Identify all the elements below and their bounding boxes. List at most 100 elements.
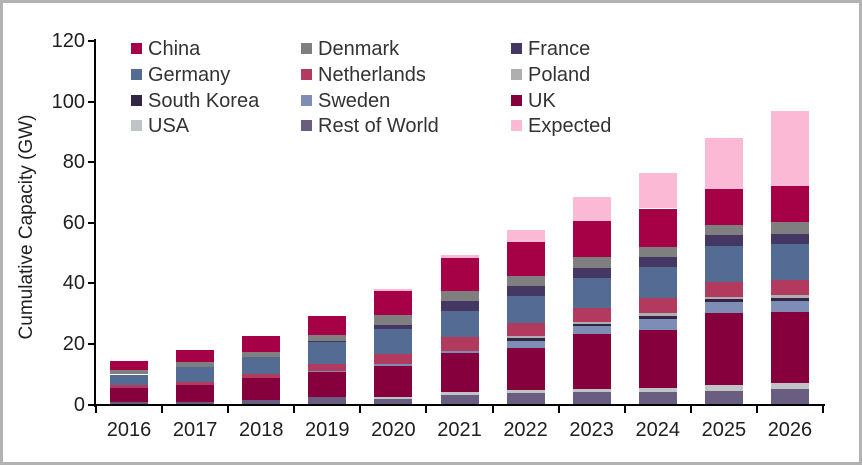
bar-segment-2016-uk <box>110 387 149 403</box>
y-tick-20 <box>88 342 95 345</box>
bar-segment-2026-china <box>770 186 809 223</box>
y-tick-label-100: 100 <box>51 90 85 113</box>
bar-segment-2017-denmark <box>176 362 215 367</box>
bar-segment-2020-sweden <box>374 364 413 367</box>
x-tick-5 <box>425 405 428 413</box>
bar-segment-2025-china <box>704 188 743 225</box>
legend-swatch-china <box>131 43 142 54</box>
bar-segment-2024-netherlands <box>638 298 677 314</box>
legend-label-south-korea: South Korea <box>148 90 260 112</box>
x-tick-7 <box>557 405 560 413</box>
bar-segment-2021-rest-of-world <box>440 394 479 405</box>
bar-segment-2021-usa <box>440 392 479 395</box>
bar-segment-2020-usa <box>374 396 413 399</box>
bar-segment-2020-netherlands <box>374 353 413 365</box>
bar-segment-2021-china <box>440 258 479 291</box>
bar-segment-2017-uk <box>176 384 215 402</box>
bar-2018 <box>242 3 281 405</box>
bar-segment-2021-denmark <box>440 290 479 301</box>
legend-label-rest-of-world: Rest of World <box>318 115 439 137</box>
bar-segment-2026-south-korea <box>770 297 809 301</box>
legend-label-denmark: Denmark <box>318 38 400 60</box>
bar-2016 <box>110 3 149 405</box>
x-label-2025: 2025 <box>701 418 747 441</box>
bar-segment-2025-sweden <box>704 302 743 313</box>
bar-segment-2020-germany <box>374 329 413 354</box>
bar-segment-2023-china <box>572 220 611 258</box>
bar-2024 <box>638 3 677 405</box>
x-label-2024: 2024 <box>635 418 681 441</box>
bar-segment-2023-rest-of-world <box>572 392 611 405</box>
bar-2022 <box>506 3 545 405</box>
bar-segment-2019-denmark <box>308 335 347 341</box>
bar-segment-2022-denmark <box>506 275 545 286</box>
bar-segment-2022-sweden <box>506 340 545 349</box>
bar-segment-2019-china <box>308 316 347 336</box>
bar-segment-2021-expected <box>440 254 479 259</box>
legend-swatch-netherlands <box>301 69 312 80</box>
bar-segment-2016-rest-of-world <box>110 402 149 405</box>
bar-segment-2022-uk <box>506 348 545 390</box>
bar-segment-2021-netherlands <box>440 337 479 352</box>
bar-segment-2022-poland <box>506 336 545 339</box>
bar-2020 <box>374 3 413 405</box>
y-tick-40 <box>88 282 95 285</box>
legend-label-uk: UK <box>528 90 556 112</box>
y-tick-label-0: 0 <box>73 393 85 416</box>
bar-segment-2018-china <box>242 336 281 353</box>
x-label-2018: 2018 <box>238 418 284 441</box>
bar-segment-2022-expected <box>506 230 545 243</box>
bar-segment-2020-denmark <box>374 315 413 325</box>
legend-swatch-south-korea <box>131 95 142 106</box>
bar-2023 <box>572 3 611 405</box>
bar-segment-2022-germany <box>506 295 545 323</box>
x-label-2020: 2020 <box>371 418 416 441</box>
bar-segment-2026-netherlands <box>770 280 809 296</box>
bar-segment-2026-sweden <box>770 300 809 313</box>
y-tick-80 <box>88 161 95 164</box>
bar-2017 <box>176 3 215 405</box>
bar-segment-2022-china <box>506 242 545 276</box>
bar-2019 <box>308 3 347 405</box>
bar-segment-2025-rest-of-world <box>704 390 743 405</box>
bar-segment-2025-denmark <box>704 224 743 236</box>
bar-segment-2018-denmark <box>242 352 281 358</box>
bar-segment-2020-expected <box>374 289 413 291</box>
bar-segment-2023-south-korea <box>572 323 611 327</box>
x-tick-8 <box>623 405 626 413</box>
bar-segment-2023-netherlands <box>572 308 611 322</box>
bar-segment-2024-usa <box>638 387 677 392</box>
bar-segment-2026-expected <box>770 110 809 187</box>
bar-segment-2025-poland <box>704 296 743 300</box>
legend-swatch-sweden <box>301 95 312 106</box>
bar-segment-2024-denmark <box>638 246 677 257</box>
x-tick-0 <box>95 405 97 413</box>
legend-label-china: China <box>148 38 201 60</box>
bar-segment-2019-sweden <box>308 370 347 373</box>
bar-segment-2025-germany <box>704 246 743 283</box>
x-label-2021: 2021 <box>437 418 482 441</box>
bar-segment-2021-uk <box>440 353 479 393</box>
bar-segment-2020-france <box>374 324 413 330</box>
bar-segment-2018-uk <box>242 378 281 400</box>
y-tick-60 <box>88 221 95 224</box>
bar-segment-2024-rest-of-world <box>638 391 677 405</box>
y-tick-label-80: 80 <box>62 151 85 174</box>
bar-segment-2019-france <box>308 340 347 343</box>
x-tick-1 <box>161 405 164 413</box>
stacked-bar-chart: Cumulative Capacity (GW) 0 20 40 60 80 100 120… <box>3 3 859 462</box>
legend-label-sweden: Sweden <box>318 90 391 112</box>
bar-segment-2022-netherlands <box>506 322 545 337</box>
bar-segment-2017-germany <box>176 366 215 383</box>
x-label-2026: 2026 <box>767 418 813 441</box>
bar-segment-2025-usa <box>704 385 743 391</box>
bar-segment-2023-uk <box>572 333 611 390</box>
legend-label-germany: Germany <box>148 64 231 86</box>
bar-segment-2016-netherlands <box>110 385 149 388</box>
bar-segment-2023-poland <box>572 321 611 324</box>
bar-segment-2018-netherlands <box>242 374 281 379</box>
x-tick-11 <box>822 405 824 413</box>
bar-segment-2020-china <box>374 290 413 316</box>
bar-segment-2019-netherlands <box>308 363 347 371</box>
